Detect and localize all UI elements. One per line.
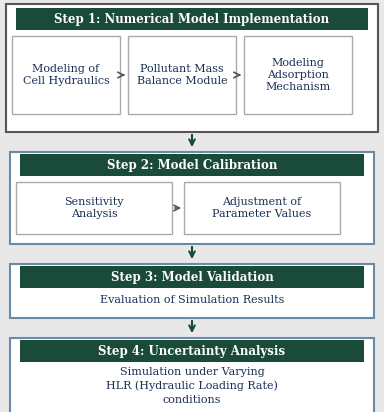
- Text: Modeling of
Cell Hydraulics: Modeling of Cell Hydraulics: [23, 64, 109, 86]
- Bar: [10, 264, 374, 318]
- Bar: [184, 182, 340, 234]
- Bar: [16, 8, 368, 30]
- Text: Step 4: Uncertainty Analysis: Step 4: Uncertainty Analysis: [98, 344, 286, 358]
- Text: Step 1: Numerical Model Implementation: Step 1: Numerical Model Implementation: [55, 12, 329, 26]
- Bar: [244, 36, 352, 114]
- Text: Adjustment of
Parameter Values: Adjustment of Parameter Values: [212, 197, 312, 219]
- Bar: [16, 182, 172, 234]
- Text: Step 2: Model Calibration: Step 2: Model Calibration: [107, 159, 277, 171]
- Bar: [20, 340, 364, 362]
- Text: Evaluation of Simulation Results: Evaluation of Simulation Results: [100, 295, 284, 305]
- Bar: [128, 36, 236, 114]
- Bar: [10, 152, 374, 244]
- Text: Modeling
Adsorption
Mechanism: Modeling Adsorption Mechanism: [265, 59, 331, 91]
- Text: Sensitivity
Analysis: Sensitivity Analysis: [64, 197, 124, 219]
- Bar: [6, 4, 378, 132]
- Text: Simulation under Varying
HLR (Hydraulic Loading Rate)
conditions: Simulation under Varying HLR (Hydraulic …: [106, 367, 278, 405]
- Bar: [10, 338, 374, 412]
- Text: Pollutant Mass
Balance Module: Pollutant Mass Balance Module: [137, 64, 227, 86]
- Text: Step 3: Model Validation: Step 3: Model Validation: [111, 271, 273, 283]
- Bar: [12, 36, 120, 114]
- Bar: [20, 266, 364, 288]
- Bar: [20, 154, 364, 176]
